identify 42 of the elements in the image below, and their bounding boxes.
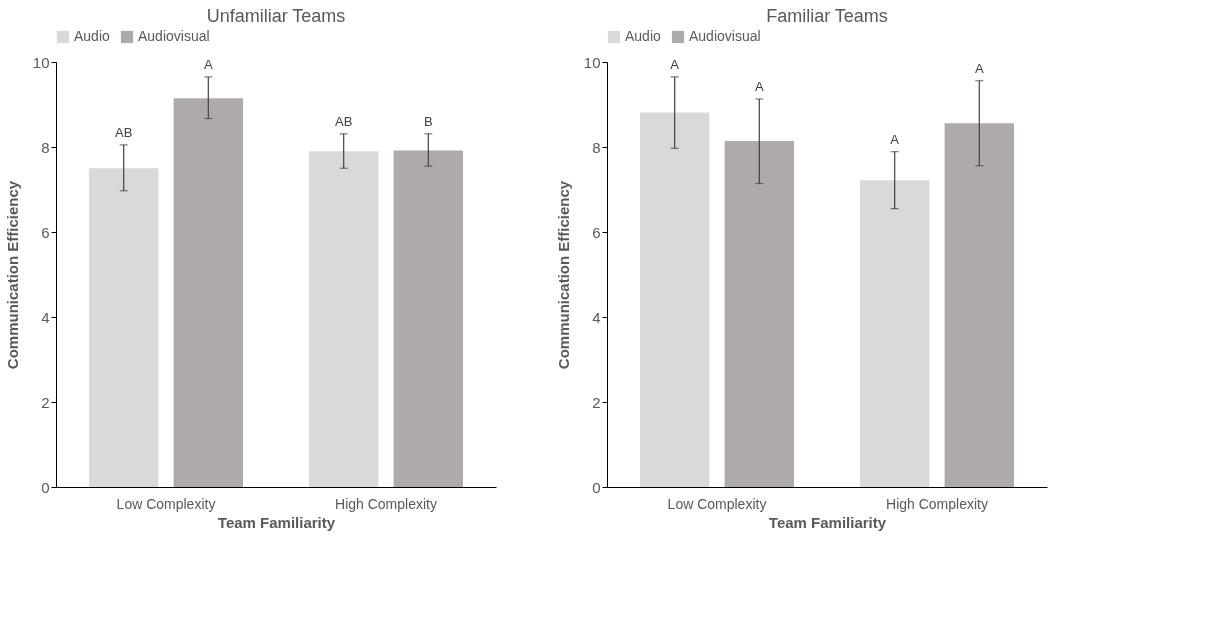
bar bbox=[724, 141, 794, 487]
annotation: A bbox=[974, 60, 984, 76]
y-axis-title: Communication Efficiency bbox=[554, 180, 572, 370]
bar bbox=[860, 180, 930, 487]
y-tick-label: 8 bbox=[592, 138, 601, 156]
y-axis-title: Communication Efficiency bbox=[3, 180, 21, 370]
legend-label: Audiovisual bbox=[689, 28, 761, 44]
y-tick-label: 0 bbox=[592, 478, 601, 496]
bar bbox=[393, 150, 463, 487]
y-tick-label: 6 bbox=[41, 223, 50, 241]
data-label: A bbox=[203, 56, 213, 72]
y-tick-label: 2 bbox=[592, 393, 601, 411]
y-tick-label: 2 bbox=[41, 393, 50, 411]
bar bbox=[89, 168, 159, 487]
y-tick-label: 0 bbox=[41, 478, 50, 496]
y-tick-label: 8 bbox=[41, 138, 50, 156]
y-tick-label: 6 bbox=[592, 223, 601, 241]
bar bbox=[640, 112, 710, 487]
x-axis-title: Team Familiarity bbox=[768, 513, 887, 531]
x-tick-label: High Complexity bbox=[886, 495, 988, 512]
bar bbox=[309, 151, 379, 487]
x-tick-label: High Complexity bbox=[335, 495, 437, 512]
y-tick-label: 4 bbox=[592, 308, 601, 326]
bar bbox=[173, 98, 243, 487]
annotation: A bbox=[754, 78, 764, 94]
x-tick-label: Low Complexity bbox=[667, 495, 767, 512]
annotation: A bbox=[890, 131, 900, 147]
x-tick-label: Low Complexity bbox=[116, 495, 216, 512]
y-tick-label: 4 bbox=[41, 308, 50, 326]
legend-label: Audio bbox=[625, 28, 662, 44]
data-label: B bbox=[423, 113, 433, 129]
chart-title: Unfamiliar Teams bbox=[206, 6, 346, 26]
x-axis-title: Team Familiarity bbox=[217, 513, 336, 531]
y-tick-label: 10 bbox=[583, 53, 601, 71]
legend-label: Audio bbox=[74, 28, 111, 44]
annotation: A bbox=[670, 56, 680, 72]
bar bbox=[944, 123, 1014, 487]
data-label: AB bbox=[335, 113, 353, 129]
chart-title: Familiar Teams bbox=[766, 6, 888, 26]
legend-label: Audiovisual bbox=[138, 28, 210, 44]
data-label: AB bbox=[115, 124, 133, 140]
y-tick-label: 10 bbox=[32, 53, 50, 71]
